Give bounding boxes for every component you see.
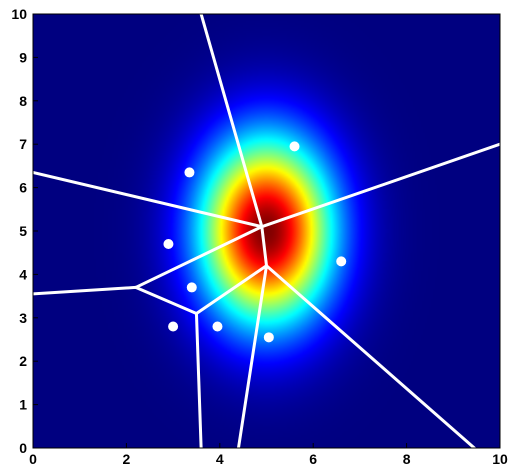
x-tick-label: 2 — [123, 451, 131, 467]
voronoi-edge — [134, 285, 198, 315]
y-tick-label: 5 — [19, 223, 27, 239]
data-point — [163, 239, 174, 250]
voronoi-edges — [33, 14, 500, 448]
y-tick-label: 8 — [19, 93, 27, 109]
data-point — [186, 282, 197, 293]
data-point — [263, 332, 274, 343]
x-tick-label: 10 — [492, 451, 508, 467]
voronoi-edge — [134, 225, 264, 289]
y-tick-label: 6 — [19, 180, 27, 196]
x-axis-tick-labels: 0 2 4 6 8 10 — [29, 451, 508, 467]
y-tick-label: 2 — [19, 353, 27, 369]
y-tick-label: 7 — [19, 136, 27, 152]
axis-ticks — [32, 13, 501, 449]
x-tick-label: 0 — [29, 451, 37, 467]
data-point — [336, 256, 347, 267]
data-points — [163, 141, 347, 343]
voronoi-edge — [260, 225, 268, 268]
voronoi-edge — [260, 142, 500, 229]
x-tick-label: 4 — [216, 451, 224, 467]
x-tick-label: 6 — [309, 451, 317, 467]
y-tick-label: 3 — [19, 310, 27, 326]
y-tick-label: 9 — [19, 49, 27, 65]
y-tick-label: 10 — [11, 6, 27, 22]
voronoi-edge — [33, 285, 138, 296]
voronoi-edge — [199, 14, 264, 229]
data-point — [289, 141, 300, 152]
y-tick-label: 0 — [19, 440, 27, 456]
voronoi-edge — [236, 264, 268, 448]
x-tick-label: 8 — [403, 451, 411, 467]
data-point — [168, 321, 179, 332]
voronoi-edge — [33, 170, 264, 229]
heatmap-field — [33, 14, 500, 448]
voronoi-edge — [265, 264, 476, 448]
y-tick-label: 1 — [19, 397, 27, 413]
voronoi-edge — [194, 264, 268, 315]
data-point — [184, 167, 195, 178]
data-point — [212, 321, 223, 332]
y-tick-label: 4 — [19, 266, 27, 282]
y-axis-tick-labels: 0 1 2 3 4 5 6 7 8 9 10 — [11, 6, 27, 456]
voronoi-edge — [194, 311, 203, 448]
